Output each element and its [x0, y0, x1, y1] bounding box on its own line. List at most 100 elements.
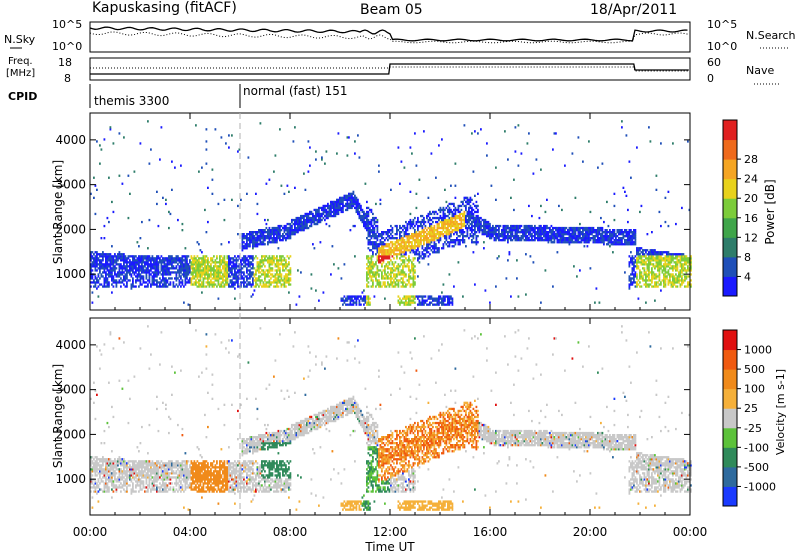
power-cell	[393, 269, 395, 272]
power-cell	[382, 269, 385, 272]
power-cell	[643, 253, 646, 256]
power-cell	[286, 263, 289, 266]
power-cell	[165, 267, 167, 270]
power-cell	[202, 267, 205, 270]
power-cell	[633, 273, 635, 276]
power-cell	[555, 235, 557, 238]
power-cell	[159, 283, 161, 286]
power-cell	[177, 218, 179, 222]
power-cell	[262, 283, 265, 286]
power-cell	[223, 273, 226, 276]
power-cell	[387, 277, 389, 280]
power-cell	[153, 267, 155, 270]
power-cell	[186, 281, 188, 284]
power-cell	[394, 243, 397, 246]
power-cell	[420, 295, 422, 298]
power-cell	[127, 269, 130, 272]
power-cell	[127, 279, 130, 282]
power-cell	[271, 275, 274, 278]
power-cell	[513, 226, 515, 230]
power-cell	[468, 212, 470, 216]
power-cell	[163, 257, 166, 260]
power-cell	[517, 124, 520, 127]
power-cell	[439, 206, 442, 210]
power-cell	[397, 283, 400, 286]
power-cell	[127, 216, 130, 220]
power-cell	[430, 152, 433, 155]
power-cell	[427, 239, 430, 242]
power-cell	[577, 241, 580, 244]
power-cell	[348, 204, 350, 208]
power-cell	[369, 267, 371, 270]
power-cell	[559, 237, 562, 240]
power-cell	[640, 263, 643, 266]
power-cell	[646, 249, 649, 252]
power-cell	[525, 293, 527, 296]
power-cell	[636, 273, 638, 276]
power-cell	[121, 279, 124, 282]
power-cell	[268, 226, 271, 230]
power-cell	[162, 277, 164, 280]
power-cell	[372, 267, 374, 270]
power-cell	[265, 222, 268, 226]
power-cell	[180, 257, 182, 260]
power-cell	[324, 206, 326, 210]
power-cell	[198, 275, 200, 278]
power-cell	[370, 279, 373, 282]
power-cell	[438, 299, 440, 302]
power-cell	[288, 269, 290, 272]
power-cell	[306, 212, 308, 216]
power-cell	[454, 162, 457, 165]
power-cell	[286, 231, 289, 234]
power-cell	[655, 255, 658, 258]
power-cell	[550, 231, 553, 234]
power-cell	[195, 259, 197, 262]
power-cell	[310, 224, 313, 228]
power-cell	[100, 267, 103, 270]
power-cell	[462, 295, 464, 298]
power-cell	[408, 259, 410, 262]
power-cell	[277, 259, 280, 262]
power-cell	[187, 265, 190, 268]
power-cell	[423, 233, 425, 236]
power-cell	[300, 229, 302, 232]
power-cell	[357, 206, 359, 210]
power-cell	[220, 263, 223, 266]
power-cell	[211, 168, 214, 171]
power-cell	[490, 235, 493, 238]
power-cell	[279, 271, 281, 274]
power-cell	[207, 186, 209, 189]
power-cell	[430, 241, 433, 244]
power-cell	[118, 279, 121, 282]
power-cell	[369, 226, 371, 230]
power-cell	[427, 226, 430, 230]
power-cell	[561, 208, 563, 212]
power-cell	[442, 210, 445, 214]
power-cell	[247, 237, 250, 240]
power-cell	[171, 188, 173, 191]
power-cell	[450, 220, 452, 224]
power-cell	[453, 241, 455, 244]
power-cell	[135, 263, 137, 266]
power-cell	[285, 267, 287, 270]
power-cell	[235, 263, 238, 266]
power-cell	[661, 253, 664, 256]
power-cell	[93, 259, 95, 262]
power-cell	[435, 220, 437, 224]
power-cell	[190, 257, 193, 260]
power-cell	[373, 271, 376, 274]
power-cell	[439, 297, 442, 300]
power-cell	[234, 255, 236, 258]
power-cell	[231, 134, 233, 137]
power-cell	[160, 126, 163, 129]
power-cell	[450, 295, 452, 298]
power-cell	[162, 261, 164, 264]
power-cell	[342, 204, 344, 208]
power-cell	[481, 224, 484, 228]
power-cell	[408, 261, 410, 264]
power-cell	[453, 212, 455, 216]
power-cell	[126, 265, 128, 268]
power-cell	[382, 255, 385, 258]
power-cell	[127, 255, 130, 258]
